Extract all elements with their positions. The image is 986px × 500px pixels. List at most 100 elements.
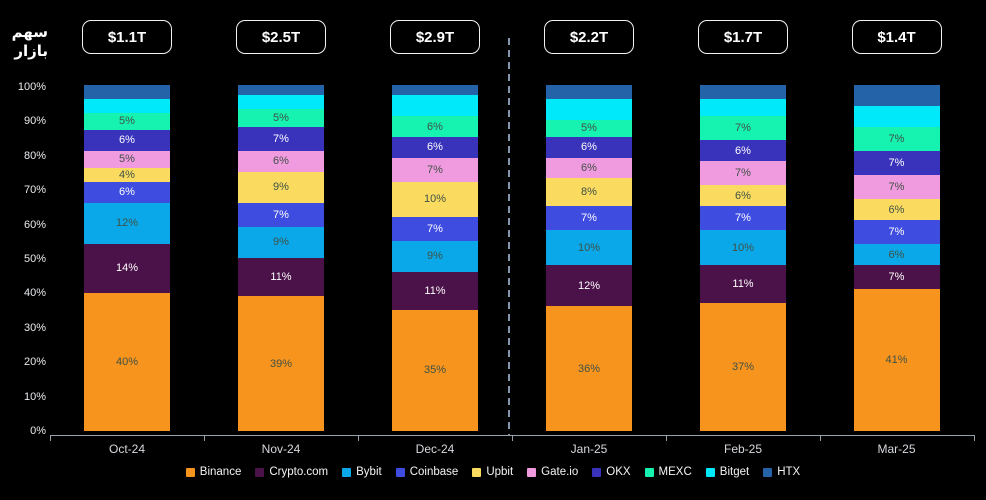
legend-swatch-okx [592,467,602,477]
bar-segment-upbit-jan-25[interactable]: 8% [546,178,632,207]
bar-segment-binance-oct-24[interactable]: 40% [84,292,170,431]
bar-segment-binance-dec-24[interactable]: 35% [392,309,478,431]
bar-segment-htx-mar-25[interactable] [853,85,940,106]
legend-item-gateio[interactable]: Gate.io [527,466,578,478]
bar-segment-binance-mar-25[interactable]: 41% [853,289,940,431]
total-volume-badge-feb-25: $1.7T [698,20,788,54]
legend-item-mexc[interactable]: MEXC [644,466,692,478]
bar-segment-upbit-mar-25[interactable]: 6% [853,199,940,220]
legend-label-cryptocom: Crypto.com [269,466,329,478]
legend-item-cryptocom[interactable]: Crypto.com [255,466,328,478]
x-axis-tick-0 [50,435,51,441]
bar-segment-upbit-dec-24[interactable]: 10% [392,181,478,217]
legend-item-bitget[interactable]: Bitget [705,466,750,478]
bar-segment-gateio-feb-25[interactable]: 7% [700,161,786,186]
bar-segment-mexc-mar-25[interactable]: 7% [853,126,940,151]
y-tick-label-10: 10% [23,390,46,403]
bar-segment-mexc-feb-25[interactable]: 7% [700,116,786,141]
bar-segment-okx-mar-25[interactable]: 7% [853,150,940,175]
bar-segment-gateio-dec-24[interactable]: 7% [392,157,478,182]
legend: Binance Crypto.com Bybit Coinbase Upbit Gate.… [0,462,986,482]
bar-segment-cryptocom-oct-24[interactable]: 14% [84,244,170,293]
bar-segment-bitget-nov-24[interactable] [238,95,324,110]
bar-segment-okx-oct-24[interactable]: 6% [84,130,170,151]
bar-segment-upbit-oct-24[interactable]: 4% [84,168,170,182]
bar-segment-bitget-dec-24[interactable] [392,95,478,117]
legend-item-upbit[interactable]: Upbit [472,466,513,478]
legend-label-mexc: MEXC [658,466,692,478]
bar-segment-okx-feb-25[interactable]: 6% [700,140,786,162]
bar-segment-bybit-oct-24[interactable]: 12% [84,202,170,245]
bar-segment-htx-nov-24[interactable] [238,85,324,96]
stacked-bar-jan-25: 36% 12% 10% 7% 8% 6% 6% 5% [546,85,632,431]
bar-segment-upbit-feb-25[interactable]: 6% [700,185,786,207]
y-tick-label-70: 70% [23,184,46,197]
bar-segment-cryptocom-jan-25[interactable]: 12% [546,264,632,307]
bar-segment-bitget-feb-25[interactable] [700,98,786,117]
y-tick-label-60: 60% [23,218,46,231]
bar-segment-coinbase-mar-25[interactable]: 7% [853,219,940,245]
y-axis-title-line2: بازار [14,41,48,60]
bar-segment-bitget-oct-24[interactable] [84,98,170,113]
legend-item-htx[interactable]: HTX [763,466,800,478]
legend-swatch-upbit [472,467,482,477]
legend-label-gateio: Gate.io [541,466,579,478]
bar-segment-htx-jan-25[interactable] [546,85,632,99]
bar-segment-cryptocom-dec-24[interactable]: 11% [392,271,478,310]
x-axis-label-oct-24: Oct-24 [108,442,145,456]
bar-segment-cryptocom-feb-25[interactable]: 11% [700,264,786,303]
bar-segment-binance-feb-25[interactable]: 37% [700,302,786,431]
bar-segment-upbit-nov-24[interactable]: 9% [238,171,324,203]
bar-segment-cryptocom-nov-24[interactable]: 11% [238,258,324,297]
x-axis-tick-1 [204,435,205,441]
bar-segment-binance-nov-24[interactable]: 39% [238,296,324,431]
bar-segment-bitget-jan-25[interactable] [546,98,632,120]
legend-item-bybit[interactable]: Bybit [342,466,382,478]
bar-segment-bybit-nov-24[interactable]: 9% [238,226,324,259]
y-tick-label-80: 80% [23,149,46,162]
legend-swatch-coinbase [395,467,405,477]
bar-segment-htx-feb-25[interactable] [700,85,786,99]
bar-segment-coinbase-oct-24[interactable]: 6% [84,181,170,203]
legend-swatch-gateio [527,467,537,477]
bar-segment-gateio-oct-24[interactable]: 5% [84,150,170,169]
bar-segment-binance-jan-25[interactable]: 36% [546,306,632,431]
x-axis-label-jan-25: Jan-25 [570,442,608,456]
bar-segment-coinbase-nov-24[interactable]: 7% [238,202,324,227]
bar-segment-htx-oct-24[interactable] [84,85,170,99]
bar-segment-bybit-mar-25[interactable]: 6% [853,244,940,265]
bar-segment-gateio-nov-24[interactable]: 6% [238,150,324,172]
x-axis-tick-5 [820,435,821,441]
bar-segment-bybit-feb-25[interactable]: 10% [700,230,786,265]
stacked-bar-oct-24: 40% 14% 12% 6% 4% 5% 6% 5% [84,85,170,431]
total-volume-badge-dec-24: $2.9T [390,20,480,54]
bar-segment-mexc-oct-24[interactable]: 5% [84,112,170,131]
bar-segment-okx-dec-24[interactable]: 6% [392,136,478,158]
bar-segment-coinbase-jan-25[interactable]: 7% [546,206,632,231]
legend-swatch-bybit [342,467,352,477]
bar-segment-mexc-jan-25[interactable]: 5% [546,119,632,137]
bar-segment-gateio-mar-25[interactable]: 7% [853,174,940,200]
legend-swatch-binance [185,467,195,477]
bar-segment-gateio-jan-25[interactable]: 6% [546,157,632,179]
bar-segment-bybit-dec-24[interactable]: 9% [392,240,478,272]
x-axis-label-nov-24: Nov-24 [261,442,301,456]
bar-segment-htx-dec-24[interactable] [392,85,478,96]
legend-item-coinbase[interactable]: Coinbase [395,466,458,478]
legend-label-bitget: Bitget [719,466,750,478]
bar-segment-bitget-mar-25[interactable] [853,105,940,127]
bar-segment-coinbase-feb-25[interactable]: 7% [700,206,786,231]
bar-segment-okx-nov-24[interactable]: 7% [238,126,324,151]
bar-segment-coinbase-dec-24[interactable]: 7% [392,216,478,241]
legend-label-upbit: Upbit [486,466,514,478]
stacked-bar-mar-25: 41% 7% 6% 7% 6% 7% 7% 7% [853,85,940,431]
bar-segment-mexc-nov-24[interactable]: 5% [238,109,324,127]
bar-segment-cryptocom-mar-25[interactable]: 7% [853,264,940,290]
stacked-bar-nov-24: 39% 11% 9% 7% 9% 6% 7% 5% [238,85,324,431]
legend-item-binance[interactable]: Binance [185,466,241,478]
x-axis-label-feb-25: Feb-25 [723,442,763,456]
bar-segment-okx-jan-25[interactable]: 6% [546,136,632,158]
legend-item-okx[interactable]: OKX [592,466,631,478]
bar-segment-bybit-jan-25[interactable]: 10% [546,230,632,265]
bar-segment-mexc-dec-24[interactable]: 6% [392,116,478,137]
